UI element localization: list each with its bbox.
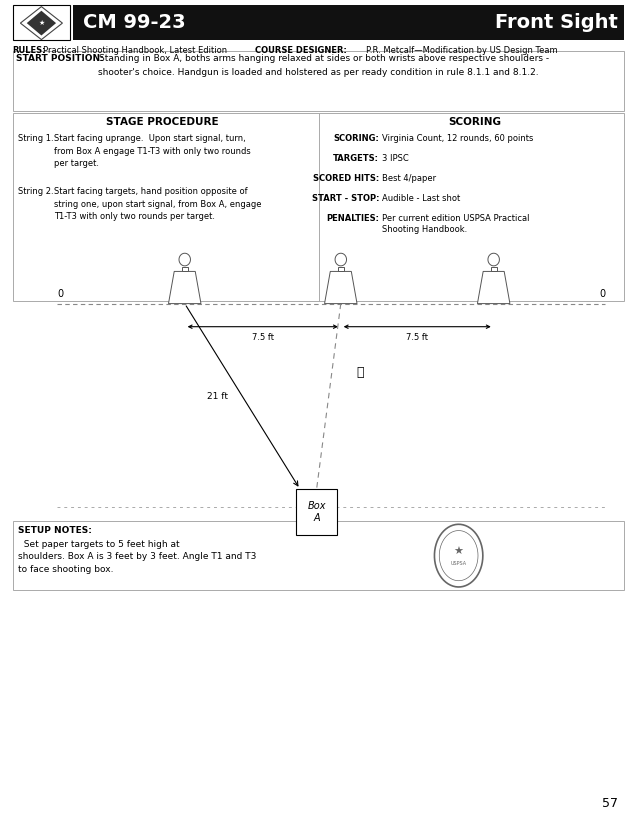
Polygon shape [27, 11, 56, 35]
Text: Virginia Count, 12 rounds, 60 points: Virginia Count, 12 rounds, 60 points [382, 134, 534, 144]
Text: Best 4/paper: Best 4/paper [382, 174, 436, 183]
Polygon shape [335, 253, 347, 266]
Polygon shape [179, 253, 190, 266]
Text: SCORING:: SCORING: [333, 134, 379, 144]
Text: Audible - Last shot: Audible - Last shot [382, 194, 461, 203]
Text: 57: 57 [602, 797, 618, 810]
Bar [13, 5, 70, 40]
Polygon shape [338, 267, 344, 271]
Text: SCORED HITS:: SCORED HITS: [313, 174, 379, 183]
Text: 7.5 ft: 7.5 ft [252, 333, 274, 342]
Text: ★: ★ [454, 546, 464, 557]
Bar [13, 521, 624, 590]
Text: START POSITION:: START POSITION: [16, 54, 104, 63]
Text: Start facing uprange.  Upon start signal, turn,
from Box A engage T1-T3 with onl: Start facing uprange. Upon start signal,… [54, 134, 251, 168]
Text: String 1.: String 1. [18, 134, 54, 144]
Text: 0: 0 [599, 289, 605, 299]
Bar [296, 489, 338, 535]
Text: SCORING: SCORING [448, 117, 501, 127]
Text: Practical Shooting Handbook, Latest Edition: Practical Shooting Handbook, Latest Edit… [43, 46, 227, 55]
Text: T2: T2 [334, 289, 347, 299]
Text: Start facing targets, hand position opposite of
string one, upon start signal, f: Start facing targets, hand position oppo… [54, 187, 262, 221]
Text: PENALTIES:: PENALTIES: [326, 214, 379, 223]
Text: 0: 0 [57, 289, 64, 299]
Text: Per current edition USPSA Practical
Shooting Handbook.: Per current edition USPSA Practical Shoo… [382, 214, 530, 234]
Text: STAGE PROCEDURE: STAGE PROCEDURE [106, 117, 218, 127]
Polygon shape [20, 7, 62, 40]
Polygon shape [488, 253, 499, 266]
Polygon shape [490, 267, 497, 271]
Text: Box
A: Box A [307, 501, 326, 523]
Polygon shape [440, 530, 478, 581]
Polygon shape [182, 267, 188, 271]
Polygon shape [434, 525, 483, 587]
Text: String 2.: String 2. [18, 187, 54, 196]
Text: Standing in Box A, boths arms hanging relaxed at sides or both wrists above resp: Standing in Box A, boths arms hanging re… [99, 54, 549, 63]
Polygon shape [168, 271, 201, 304]
Text: Set paper targets to 5 feet high at
shoulders. Box A is 3 feet by 3 feet. Angle : Set paper targets to 5 feet high at shou… [18, 540, 256, 573]
Bar [13, 113, 624, 301]
Bar [13, 51, 624, 111]
Bar [73, 5, 624, 40]
Text: 7.5 ft: 7.5 ft [406, 333, 428, 342]
Text: START - STOP:: START - STOP: [311, 194, 379, 203]
Text: ℄: ℄ [356, 366, 364, 379]
Text: USPSA: USPSA [450, 561, 467, 567]
Text: Front Sight: Front Sight [495, 12, 618, 32]
Text: T3: T3 [488, 289, 499, 299]
Text: 21 ft: 21 ft [208, 392, 228, 401]
Text: shooter's choice. Handgun is loaded and holstered as per ready condition in rule: shooter's choice. Handgun is loaded and … [98, 68, 539, 78]
Text: 3 IPSC: 3 IPSC [382, 154, 409, 163]
Text: RULES:: RULES: [13, 46, 47, 55]
Polygon shape [325, 271, 357, 304]
Text: T1: T1 [179, 289, 190, 299]
Text: CM 99-23: CM 99-23 [83, 12, 185, 32]
Text: SETUP NOTES:: SETUP NOTES: [18, 526, 92, 535]
Polygon shape [478, 271, 510, 304]
Text: TARGETS:: TARGETS: [333, 154, 379, 163]
Text: COURSE DESIGNER:: COURSE DESIGNER: [255, 46, 347, 55]
Text: P.R. Metcalf—Modification by US Design Team: P.R. Metcalf—Modification by US Design T… [366, 46, 558, 55]
Text: ★: ★ [38, 20, 45, 26]
